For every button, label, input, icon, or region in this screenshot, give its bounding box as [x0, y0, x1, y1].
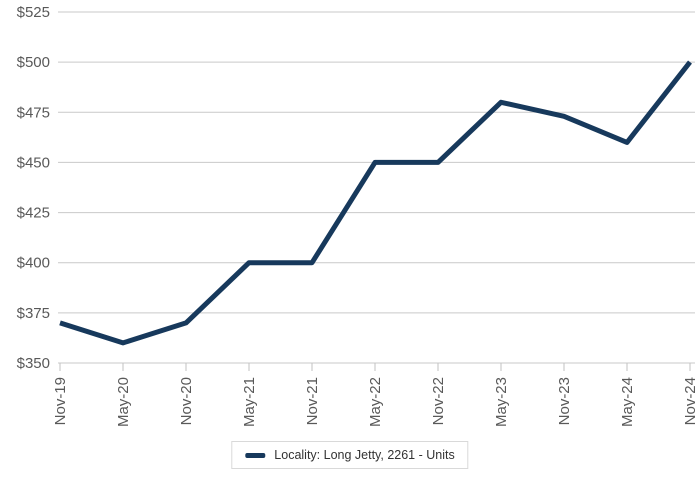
- x-axis-tick-label: May-23: [493, 377, 510, 427]
- legend-label: Locality: Long Jetty, 2261 - Units: [274, 448, 455, 462]
- line-chart: $350 $375 $400 $425 $450 $475 $500 $525 Nov-19 Ma…: [17, 4, 699, 427]
- y-axis-tick-label: $450: [17, 154, 50, 171]
- x-axis-tick-label: Nov-23: [556, 377, 573, 425]
- x-axis-tick-label: Nov-20: [178, 377, 195, 425]
- x-axis-tick-label: Nov-19: [52, 377, 69, 425]
- legend-line-marker: [245, 452, 266, 458]
- y-axis-tick-label: $425: [17, 205, 50, 222]
- y-axis-tick-label: $375: [17, 305, 50, 322]
- x-axis-tick-label: May-24: [619, 377, 636, 427]
- x-axis-tick-label: Nov-24: [682, 377, 699, 425]
- y-axis-tick-label: $400: [17, 255, 50, 272]
- x-axis-tick-label: May-20: [115, 377, 132, 427]
- legend: Locality: Long Jetty, 2261 - Units: [231, 441, 469, 469]
- y-axis-tick-label: $475: [17, 104, 50, 121]
- x-axis-tick-label: May-22: [367, 377, 384, 427]
- x-axis-tick-label: Nov-21: [304, 377, 321, 425]
- series-line: [59, 60, 692, 346]
- legend-item-units[interactable]: Locality: Long Jetty, 2261 - Units: [231, 441, 469, 469]
- x-axis-tick-label: Nov-22: [430, 377, 447, 425]
- y-axis-tick-label: $500: [17, 54, 50, 71]
- x-axis-tick-label: May-21: [241, 377, 258, 427]
- y-axis-tick-label: $350: [17, 355, 50, 372]
- y-axis-tick-label: $525: [17, 4, 50, 21]
